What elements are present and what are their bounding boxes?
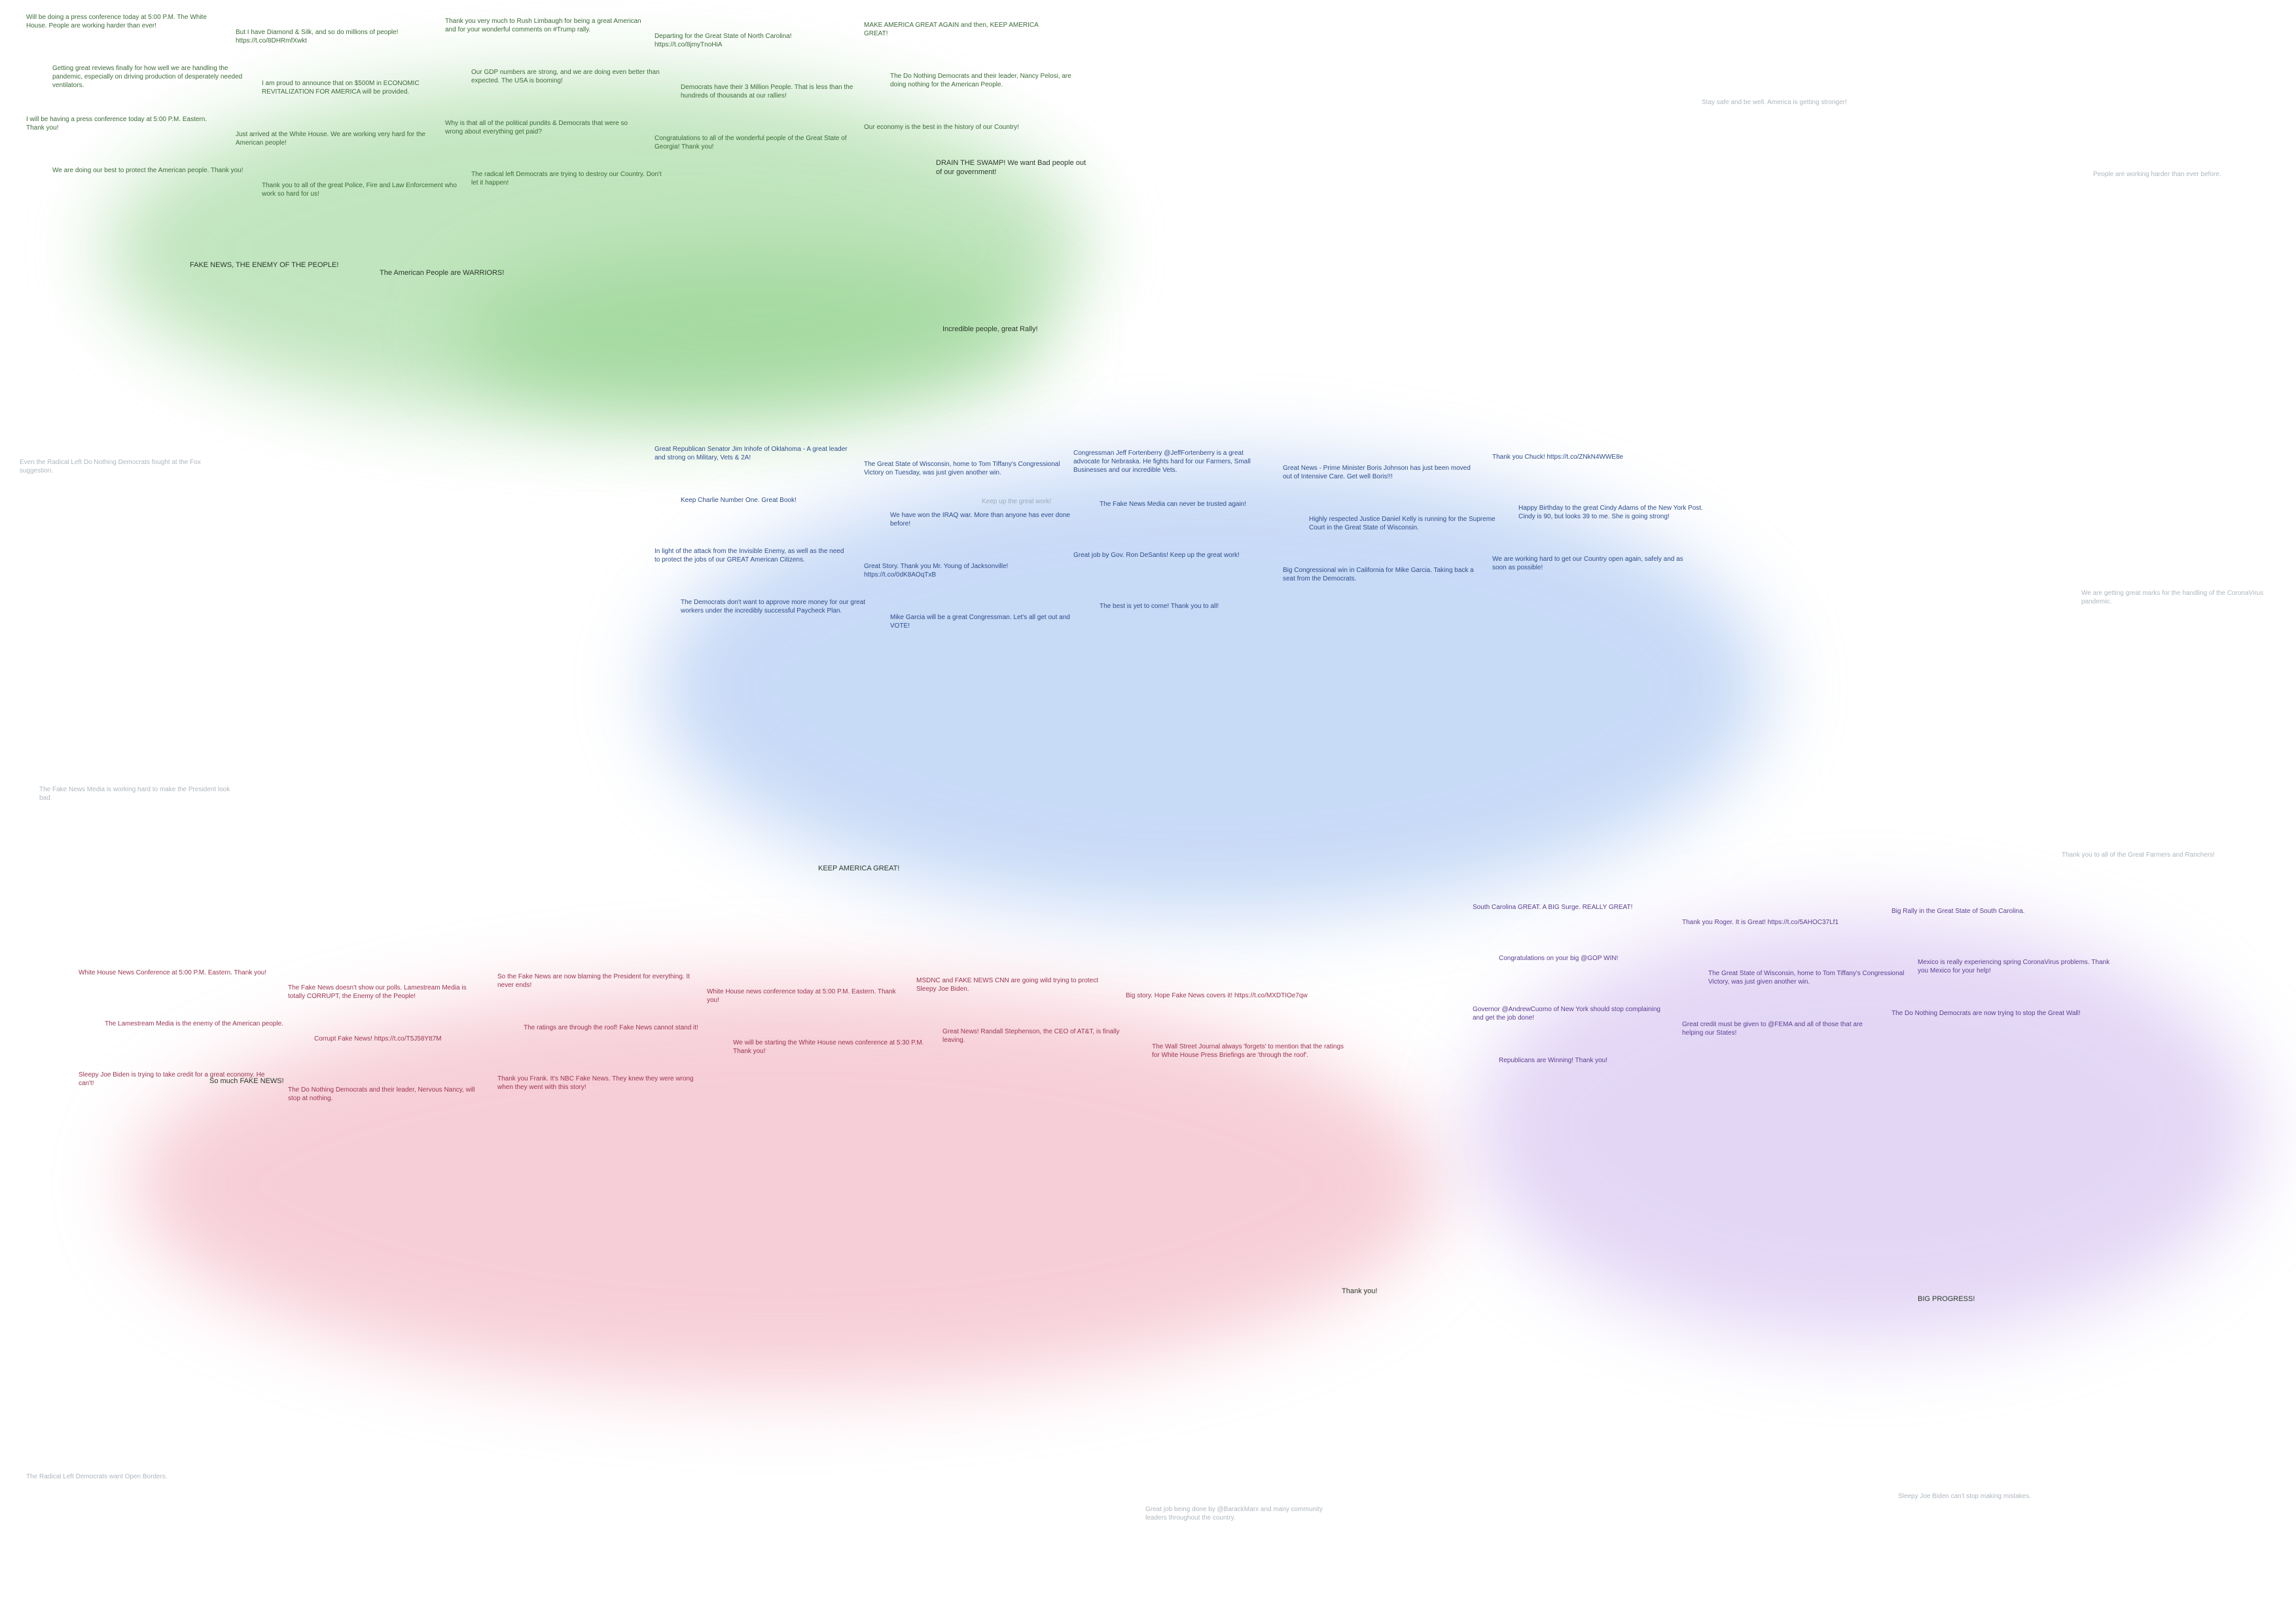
tweet-snippet: I will be having a press conference toda… — [26, 116, 207, 132]
tweet-snippet: Thank you Frank. It's NBC Fake News. The… — [497, 1075, 694, 1091]
tweet-snippet: Just arrived at the White House. We are … — [236, 131, 425, 147]
headline-incredible: Incredible people, great Rally! — [942, 325, 1038, 333]
headline-warriors: The American People are WARRIORS! — [380, 269, 505, 277]
tweet-snippet: The Wall Street Journal always 'forgets'… — [1152, 1043, 1344, 1059]
tweet-snippet: Thank you very much to Rush Limbaugh for… — [445, 18, 641, 33]
tweet-snippet: The Fake News doesn't show our polls. La… — [288, 984, 467, 1000]
tweet-snippet: Thank you to all of the great Police, Fi… — [262, 182, 457, 198]
tweet-snippet: Sleepy Joe Biden can't stop making mista… — [1898, 1493, 2032, 1500]
tweet-snippet: Governor @AndrewCuomo of New York should… — [1473, 1006, 1660, 1022]
tweet-snippet: We are doing our best to protect the Ame… — [52, 167, 243, 174]
tweet-snippet: Sleepy Joe Biden is trying to take credi… — [79, 1071, 265, 1087]
tweet-snippet: Great job by Gov. Ron DeSantis! Keep up … — [1073, 552, 1240, 559]
tweet-snippet: We have won the IRAQ war. More than anyo… — [890, 512, 1070, 527]
tweet-snippet: Congressman Jeff Fortenberry @JeffForten… — [1073, 450, 1251, 474]
tweet-snippet: The Fake News Media can never be trusted… — [1100, 501, 1247, 508]
tweet-snippet: Congratulations on your big @GOP WIN! — [1499, 955, 1619, 962]
tweet-snippet: The Fake News Media is working hard to m… — [39, 786, 230, 802]
tweet-snippet: People are working harder than ever befo… — [2093, 171, 2221, 178]
tweet-snippet: Happy Birthday to the great Cindy Adams … — [1518, 505, 1703, 520]
tweet-snippet: MAKE AMERICA GREAT AGAIN and then, KEEP … — [864, 22, 1039, 37]
tweet-snippet: The Do Nothing Democrats and their leade… — [288, 1086, 475, 1102]
tweet-snippet: Big Congressional win in California for … — [1283, 567, 1474, 582]
tweet-snippet: The radical left Democrats are trying to… — [471, 171, 662, 187]
tweet-snippet: The Great State of Wisconsin, home to To… — [864, 461, 1060, 476]
tweet-snippet: So the Fake News are now blaming the Pre… — [497, 973, 691, 989]
headline-fake-news: FAKE NEWS, THE ENEMY OF THE PEOPLE! — [190, 261, 339, 269]
tweet-snippet: The Democrats don't want to approve more… — [681, 599, 866, 615]
tweet-snippet: Why is that all of the political pundits… — [445, 120, 628, 135]
tweet-snippet: Great News! Randall Stephenson, the CEO … — [942, 1028, 1120, 1044]
tweet-snippet: Mike Garcia will be a great Congressman.… — [890, 614, 1070, 630]
lavender-cluster-glow — [1473, 916, 2258, 1342]
headline-drain-swamp: DRAIN THE SWAMP! We want Bad people out … — [936, 159, 1086, 176]
tweet-snippet: Keep Charlie Number One. Great Book! — [681, 497, 797, 504]
headline-big-progress: BIG PROGRESS! — [1918, 1295, 1975, 1303]
tweet-snippet: White House News Conference at 5:00 P.M.… — [79, 969, 267, 976]
tweet-snippet: The best is yet to come! Thank you to al… — [1100, 603, 1219, 610]
tweet-snippet: Stay safe and be well. America is gettin… — [1702, 99, 1847, 106]
tweet-snippet: We are working hard to get our Country o… — [1492, 556, 1683, 571]
tweet-snippet: Big Rally in the Great State of South Ca… — [1892, 908, 2025, 915]
tweet-snippet: Thank you Chuck! https://t.co/ZNkN4WWE8e — [1492, 454, 1624, 461]
headline-so-much-fake: So much FAKE NEWS! — [209, 1077, 284, 1085]
tweet-snippet: The Do Nothing Democrats and their leade… — [890, 73, 1071, 88]
pink-cluster-glow — [131, 982, 1440, 1387]
tweet-snippet: Great job being done by @BarackMarx and … — [1145, 1506, 1323, 1522]
tweet-snippet: Keep up the great work! — [982, 498, 1052, 505]
blue-cluster-glow — [655, 458, 1767, 916]
tweet-snippet: Highly respected Justice Daniel Kelly is… — [1309, 516, 1496, 531]
tweet-snippet: Great News - Prime Minister Boris Johnso… — [1283, 465, 1471, 480]
tweet-snippet: The ratings are through the roof! Fake N… — [524, 1024, 698, 1031]
headline-keep-america: KEEP AMERICA GREAT! — [818, 865, 900, 872]
tweet-snippet: Thank you to all of the Great Farmers an… — [2062, 851, 2215, 859]
tweet-snippet: Democrats have their 3 Million People. T… — [681, 84, 853, 99]
tweet-snippet: White House news conference today at 5:0… — [707, 988, 896, 1004]
tweet-snippet: Republicans are Winning! Thank you! — [1499, 1057, 1608, 1064]
tweet-snippet: Getting great reviews finally for how we… — [52, 65, 243, 89]
tweet-snippet: Great Republican Senator Jim Inhofe of O… — [655, 446, 848, 461]
tweet-snippet: MSDNC and FAKE NEWS CNN are going wild t… — [916, 977, 1098, 993]
headline-thank-you: Thank you! — [1342, 1287, 1378, 1295]
tweet-snippet: Big story. Hope Fake News covers it! htt… — [1126, 992, 1308, 999]
tweet-snippet: Congratulations to all of the wonderful … — [655, 135, 847, 151]
tweet-snippet: The Radical Left Democrats want Open Bor… — [26, 1473, 168, 1480]
tweet-snippet: Great Story. Thank you Mr. Young of Jack… — [864, 563, 1009, 579]
tweet-snippet: Our economy is the best in the history o… — [864, 124, 1019, 131]
green-cluster-glow-2 — [458, 249, 1047, 419]
tweet-snippet: I am proud to announce that on $500M in … — [262, 80, 420, 96]
tweet-snippet: The Great State of Wisconsin, home to To… — [1708, 970, 1905, 986]
tweet-snippet: The Lamestream Media is the enemy of the… — [105, 1020, 283, 1027]
tweet-snippet: South Carolina GREAT. A BIG Surge. REALL… — [1473, 904, 1633, 911]
tweet-snippet: Departing for the Great State of North C… — [655, 33, 792, 48]
tweet-snippet: Our GDP numbers are strong, and we are d… — [471, 69, 660, 84]
tweet-snippet: We will be starting the White House news… — [733, 1039, 924, 1055]
tweet-snippet: We are getting great marks for the handl… — [2081, 590, 2264, 605]
tweet-snippet: Will be doing a press conference today a… — [26, 14, 207, 29]
tweet-snippet: Corrupt Fake News! https://t.co/T5J58Ytt… — [314, 1035, 442, 1043]
tweet-snippet: In light of the attack from the Invisibl… — [655, 548, 844, 563]
tweet-snippet: Great credit must be given to @FEMA and … — [1682, 1021, 1863, 1037]
tweet-snippet: Mexico is really experiencing spring Cor… — [1918, 959, 2110, 974]
tweet-snippet: Thank you Roger. It is Great! https://t.… — [1682, 919, 1839, 926]
tweet-snippet: The Do Nothing Democrats are now trying … — [1892, 1010, 2081, 1017]
tweet-snippet: Even the Radical Left Do Nothing Democra… — [20, 459, 201, 474]
tweet-snippet: But I have Diamond & Silk, and so do mil… — [236, 29, 399, 45]
